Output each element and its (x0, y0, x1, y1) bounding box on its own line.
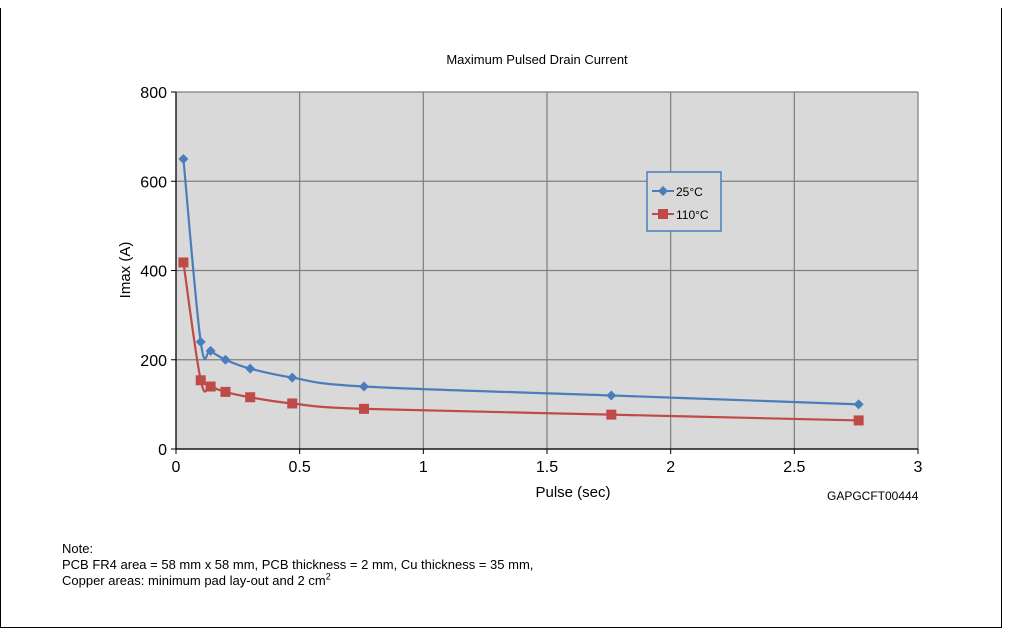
x-tick-label: 2 (666, 459, 675, 476)
data-point-25c (178, 153, 189, 164)
data-point-110c (853, 415, 864, 426)
notes-line-2-superscript: 2 (325, 571, 331, 582)
data-point-25c (195, 336, 206, 347)
data-point-110c (178, 257, 189, 268)
notes-line-2: Copper areas: minimum pad lay-out and 2 … (62, 571, 533, 589)
figure-id-annotation: GAPGCFT00444 (827, 489, 919, 503)
y-tick-label: 0 (158, 442, 167, 459)
data-point-110c (245, 392, 256, 403)
y-tick-label: 200 (140, 353, 167, 370)
data-point-110c (220, 386, 231, 397)
x-tick-label: 2.5 (783, 459, 805, 476)
notes-heading: Note: (62, 541, 94, 556)
x-tick-label: 1.5 (536, 459, 558, 476)
legend-marker-25c (658, 186, 668, 196)
data-point-110c (205, 381, 216, 392)
data-point-25c (287, 372, 298, 383)
data-point-25c (220, 354, 231, 365)
y-tick-label: 800 (140, 85, 167, 102)
legend-label-110c: 110°C (676, 208, 709, 222)
x-tick-label: 0 (172, 459, 181, 476)
notes-line-1: PCB FR4 area = 58 mm x 58 mm, PCB thickn… (62, 557, 534, 572)
x-axis-label: Pulse (sec) (535, 484, 610, 501)
data-point-110c (358, 403, 369, 414)
legend-label-25c: 25°C (676, 185, 703, 199)
data-point-110c (195, 375, 206, 386)
notes-line-2-text: Copper areas: minimum pad lay-out and 2 … (62, 573, 326, 588)
data-point-25c (853, 399, 864, 410)
legend-box (646, 171, 722, 232)
data-point-110c (606, 409, 617, 420)
chart-title: Maximum Pulsed Drain Current (446, 52, 628, 67)
data-point-25c (205, 345, 216, 356)
y-tick-label: 400 (140, 264, 167, 281)
y-axis-label: Imax (A) (117, 242, 134, 299)
data-point-25c (358, 381, 369, 392)
figure-notes: Note: PCB FR4 area = 58 mm x 58 mm, PCB … (62, 541, 533, 589)
data-point-25c (245, 363, 256, 374)
x-tick-label: 0.5 (289, 459, 311, 476)
x-tick-label: 3 (914, 459, 923, 476)
data-point-25c (606, 390, 617, 401)
x-tick-label: 1 (419, 459, 428, 476)
legend-marker-110c (658, 209, 668, 219)
data-point-110c (287, 398, 298, 409)
y-tick-label: 600 (140, 174, 167, 191)
